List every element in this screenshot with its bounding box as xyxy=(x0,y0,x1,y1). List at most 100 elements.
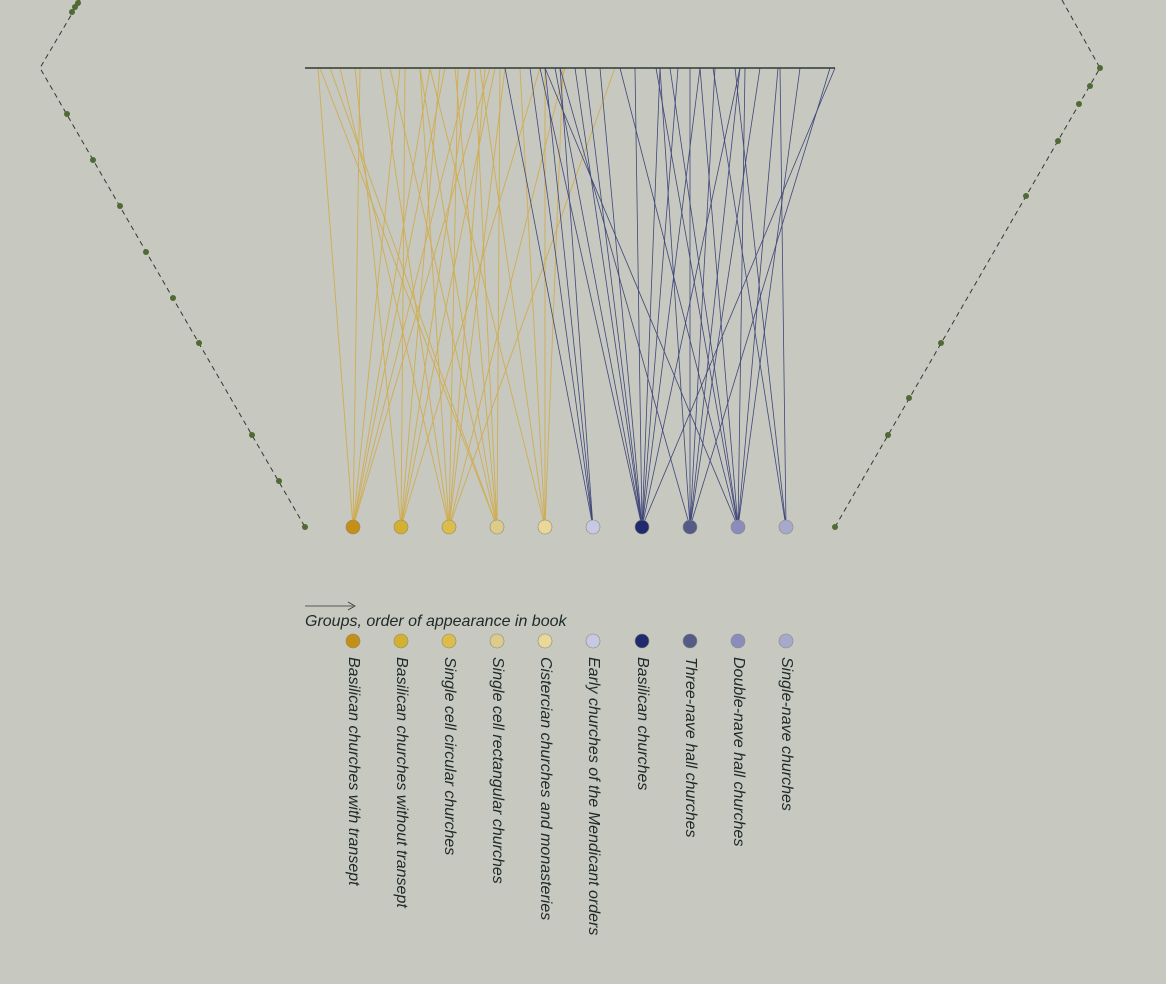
link-line xyxy=(400,67,441,528)
link-line xyxy=(669,67,739,528)
link-line xyxy=(474,67,498,528)
link-line xyxy=(429,67,546,528)
link-line xyxy=(354,67,402,528)
side-axis-marker xyxy=(1076,101,1082,107)
link-line xyxy=(352,67,401,528)
group-node xyxy=(393,519,409,535)
legend-swatch xyxy=(585,633,601,649)
side-axis-marker xyxy=(1055,138,1061,144)
legend-label: Single cell rectangular churches xyxy=(489,657,506,884)
legend-label: Early churches of the Mendicant orders xyxy=(585,657,602,935)
legend-items: Basilican churches with transept Basilica… xyxy=(345,633,795,935)
link-line xyxy=(641,67,741,528)
legend-label: Double-nave hall churches xyxy=(730,657,747,846)
right-dashed-axis xyxy=(834,0,1101,528)
link-line xyxy=(737,67,779,528)
legend-label: Single-nave churches xyxy=(778,657,795,811)
link-line xyxy=(655,67,739,528)
legend-label: Cistercian churches and monasteries xyxy=(537,657,554,920)
link-layer xyxy=(317,67,836,528)
legend-swatch xyxy=(778,633,794,649)
link-line xyxy=(419,67,498,528)
legend-swatch xyxy=(537,633,553,649)
group-node xyxy=(730,519,746,535)
link-line xyxy=(454,67,498,528)
side-axis-marker xyxy=(64,111,70,117)
legend-title: Groups, order of appearance in book xyxy=(305,613,568,630)
side-axis-marker xyxy=(143,249,149,255)
link-line xyxy=(599,67,643,528)
legend-swatch xyxy=(634,633,650,649)
link-line xyxy=(619,67,739,528)
group-node xyxy=(489,519,505,535)
side-axis-marker xyxy=(938,340,944,346)
link-line xyxy=(737,67,801,528)
link-line xyxy=(519,67,546,528)
side-axis-marker xyxy=(249,432,255,438)
link-line xyxy=(496,67,501,528)
side-axis-marker xyxy=(90,157,96,163)
legend-label: Single cell circular churches xyxy=(441,657,458,855)
legend-swatch xyxy=(730,633,746,649)
link-line xyxy=(544,67,564,528)
link-line xyxy=(699,67,739,528)
link-line xyxy=(317,67,354,528)
side-axis-markers xyxy=(64,0,1103,530)
link-line xyxy=(379,67,450,528)
link-line xyxy=(559,67,594,528)
link-line xyxy=(339,67,450,528)
link-line xyxy=(400,67,541,528)
group-node xyxy=(778,519,794,535)
legend-label: Basilican churches xyxy=(634,657,651,790)
link-line xyxy=(554,67,643,528)
link-line xyxy=(641,67,679,528)
side-axis-marker xyxy=(1087,83,1093,89)
group-node xyxy=(585,519,601,535)
link-line xyxy=(448,67,506,528)
link-line xyxy=(352,67,431,528)
link-line xyxy=(544,67,739,528)
link-line xyxy=(641,67,836,528)
group-node xyxy=(634,519,650,535)
side-axis-marker xyxy=(69,9,75,15)
group-node xyxy=(682,519,698,535)
link-line xyxy=(584,67,643,528)
group-node xyxy=(441,519,457,535)
legend-label: Basilican churches without transept xyxy=(393,657,410,908)
link-line xyxy=(641,67,661,528)
legend-label: Basilican churches with transept xyxy=(345,657,362,886)
group-node xyxy=(537,519,553,535)
side-axis-marker xyxy=(1097,65,1103,71)
link-line xyxy=(352,67,471,528)
side-axis-marker xyxy=(117,203,123,209)
legend-arrow-icon xyxy=(305,601,356,611)
link-line xyxy=(329,67,498,528)
link-line xyxy=(400,67,496,528)
side-axis-marker xyxy=(832,524,838,530)
legend-label: Three-nave hall churches xyxy=(682,657,699,838)
left-dashed-axis xyxy=(39,0,306,528)
side-axis-marker xyxy=(906,395,912,401)
link-line xyxy=(712,67,787,528)
link-line xyxy=(448,67,566,528)
link-line xyxy=(419,67,450,528)
side-axis-marker xyxy=(170,295,176,301)
link-line xyxy=(689,67,831,528)
link-line xyxy=(779,67,787,528)
group-node-layer xyxy=(345,519,794,535)
legend: Groups, order of appearance in book Basi… xyxy=(305,601,795,935)
link-line xyxy=(559,67,691,528)
link-line xyxy=(352,67,446,528)
side-axis-marker xyxy=(196,340,202,346)
side-axis-marker xyxy=(302,524,308,530)
legend-swatch xyxy=(441,633,457,649)
legend-swatch xyxy=(489,633,505,649)
link-line xyxy=(634,67,643,528)
link-line xyxy=(389,67,498,528)
side-axis-marker xyxy=(276,478,282,484)
link-line xyxy=(689,67,761,528)
link-line xyxy=(448,67,486,528)
link-line xyxy=(319,67,498,528)
side-axis-marker xyxy=(1023,193,1029,199)
